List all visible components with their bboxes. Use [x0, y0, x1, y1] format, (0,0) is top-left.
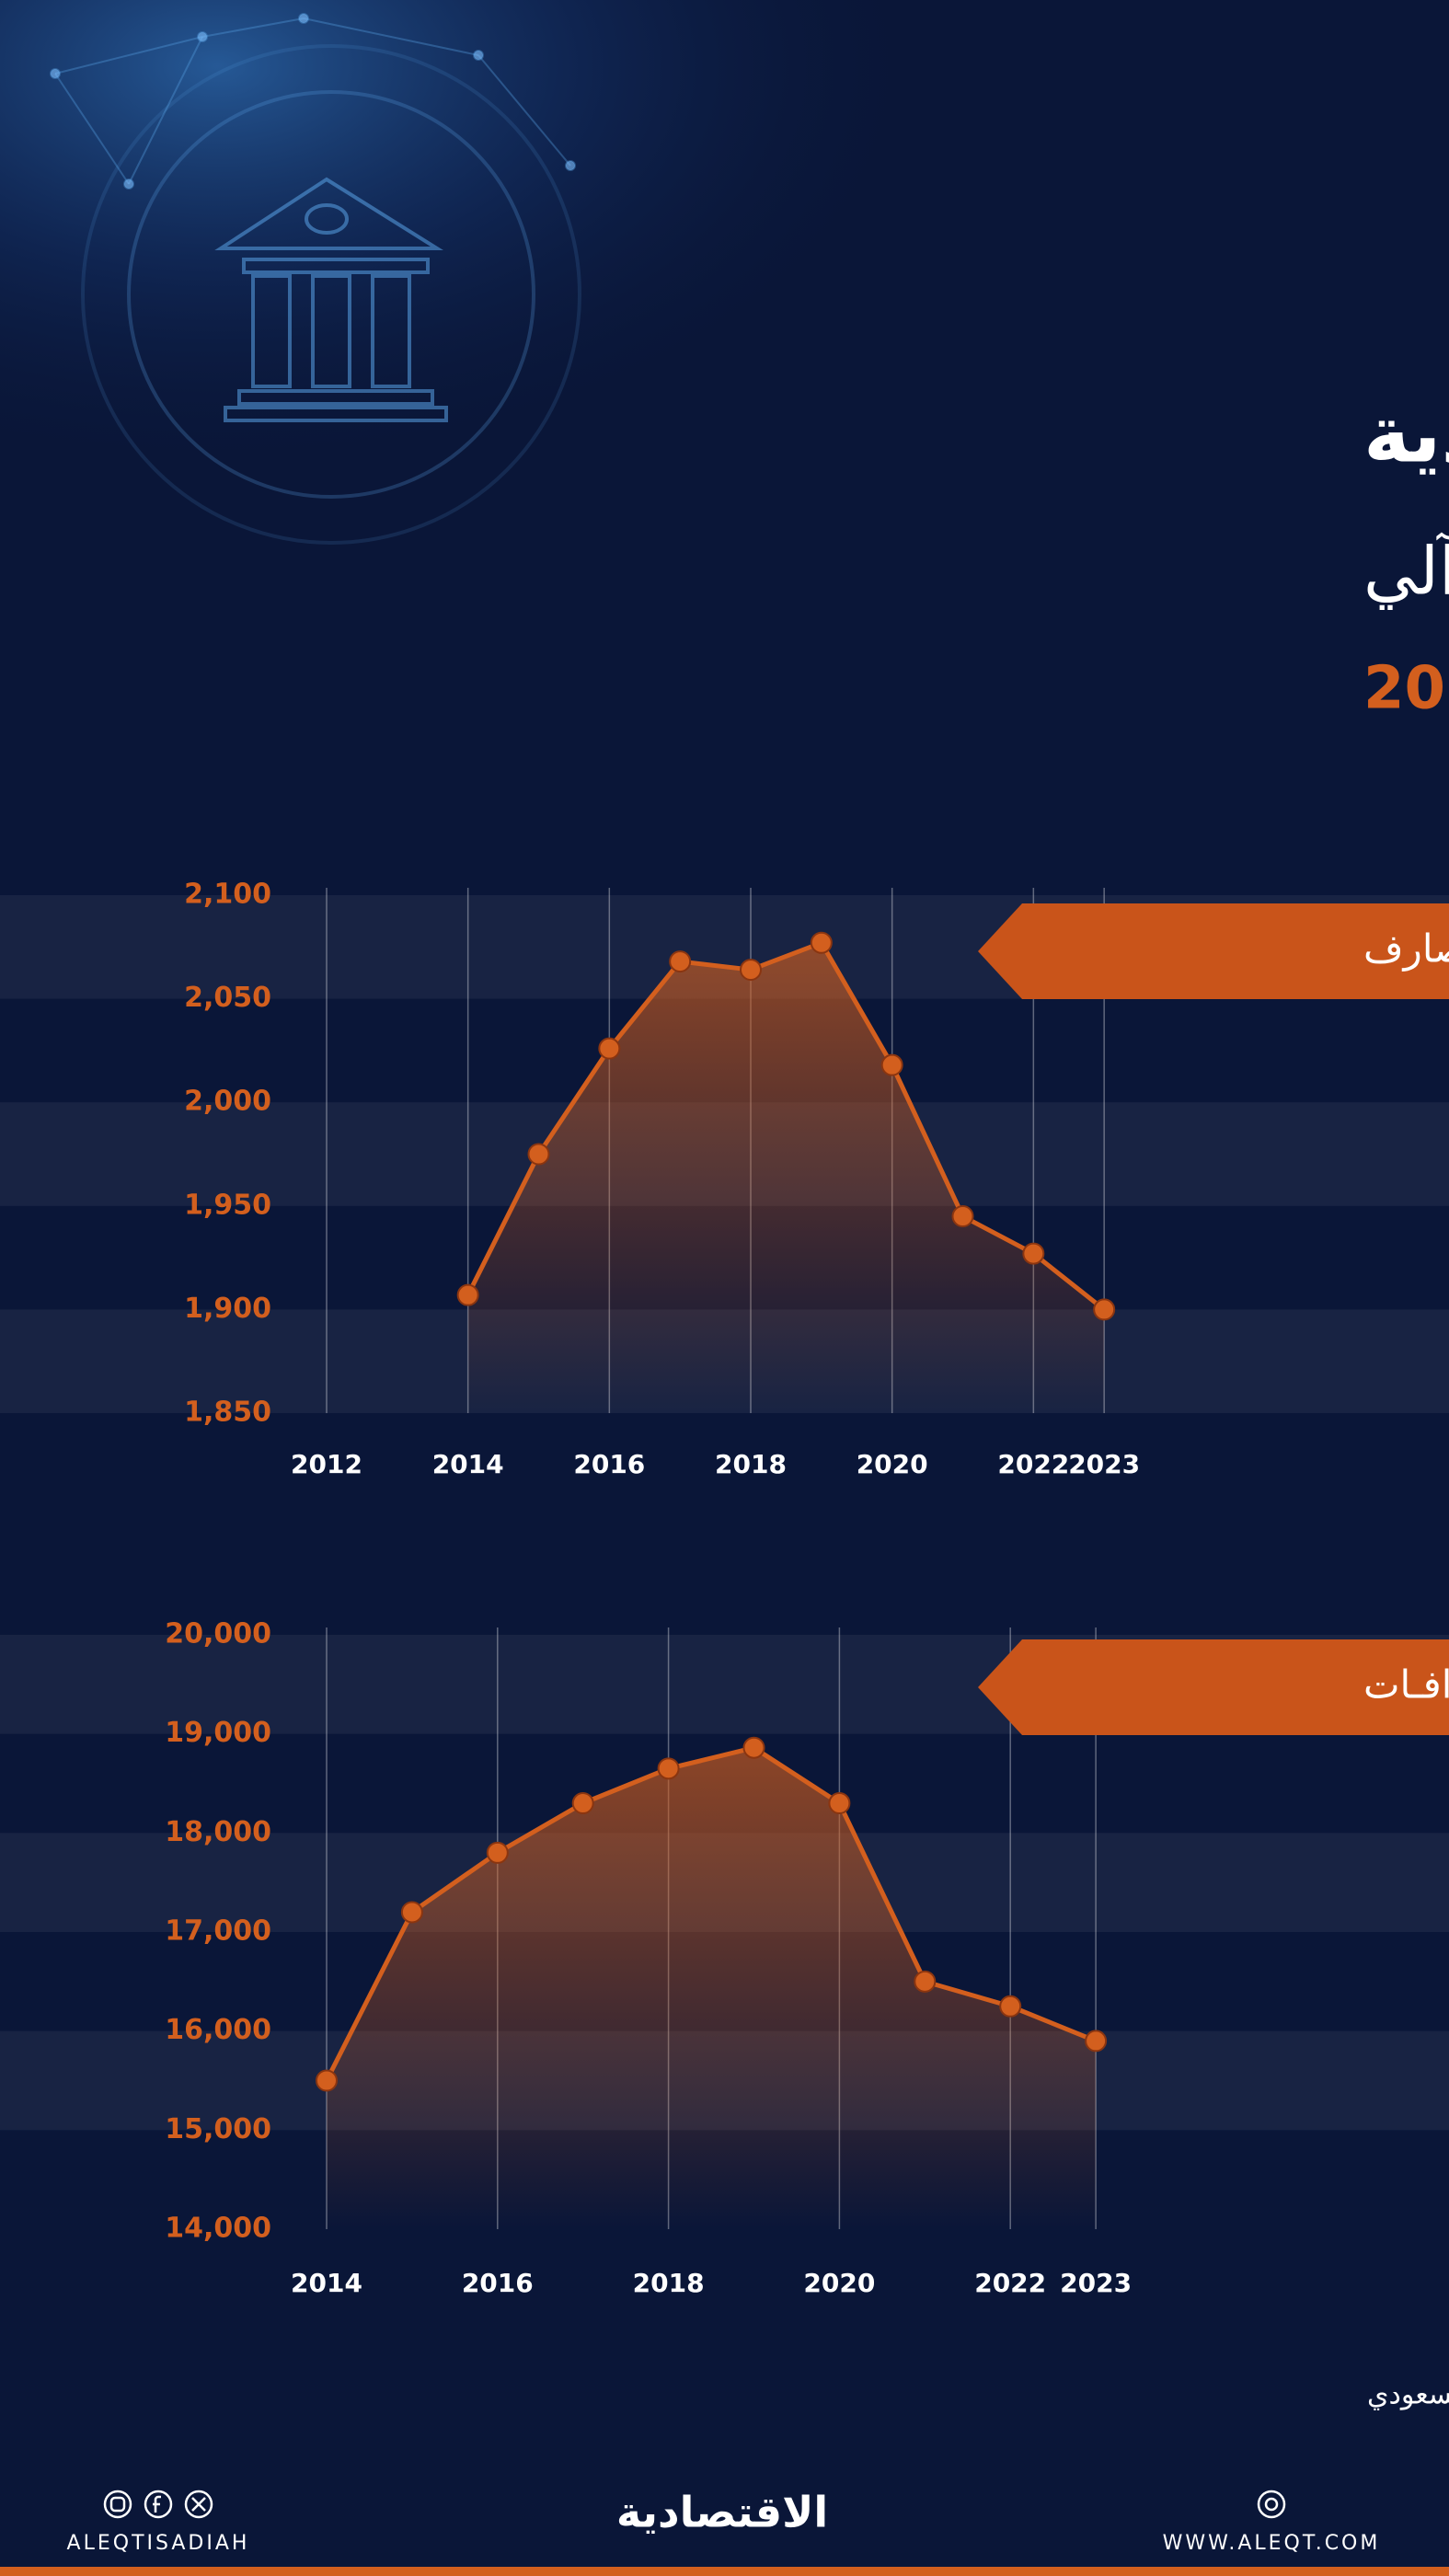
network [50, 13, 576, 190]
footer-handle: ALEQTISADIAH [67, 2532, 250, 2555]
y-tick-label: 2,000 [184, 1086, 271, 1118]
x-tick-label: 2016 [462, 2268, 534, 2298]
point [400, 1901, 423, 1924]
x-tick-label: 2023 [1068, 1449, 1140, 1479]
y-tick-label: 18,000 [165, 1816, 271, 1848]
bottom-stripe [0, 2567, 1449, 2576]
charts: 1,850 1,900 1,950 2,000 2,050 2,100 2012 2014 20… [0, 879, 1449, 2298]
x-tick-label: 2014 [291, 2268, 362, 2298]
y-tick-label: 16,000 [165, 2014, 271, 2046]
y-tick-label: 1,900 [184, 1293, 271, 1325]
x-tick-label: 2020 [857, 1449, 928, 1479]
point [1022, 1242, 1045, 1265]
x-tick-label: 2022 [974, 2268, 1046, 2298]
y-tick-label: 2,050 [184, 982, 271, 1014]
footer-website: WWW.ALEQT.COM [1163, 2532, 1381, 2555]
x-tick-label: 2023 [1060, 2268, 1132, 2298]
x-tick-label: 2022 [997, 1449, 1069, 1479]
point [740, 959, 762, 982]
line [324, 1745, 1098, 2082]
point [527, 1143, 550, 1166]
chart-title: عـدد الصرافـات [1363, 1662, 1449, 1708]
x-tick-label: 2016 [573, 1449, 645, 1479]
line [466, 940, 1106, 1312]
area [327, 1747, 1097, 2229]
point [316, 2069, 338, 2092]
point [951, 1205, 974, 1228]
social-icons [103, 2490, 1286, 2519]
title: المصارف في السعودية [1363, 388, 1449, 480]
point [1093, 1298, 1116, 1321]
y-tick-label: 20,000 [165, 1618, 271, 1650]
y-tick-label: 1,850 [184, 1397, 271, 1429]
point [914, 1970, 937, 1993]
point [880, 1053, 903, 1076]
point [742, 1736, 765, 1759]
point [657, 1757, 680, 1780]
y-tick-label: 17,000 [165, 1915, 271, 1948]
bank-icon [81, 44, 581, 545]
point [571, 1792, 594, 1815]
x-tick-label: 2020 [803, 2268, 875, 2298]
point [999, 1995, 1022, 2018]
y-tick-label: 15,000 [165, 2113, 271, 2145]
x-tick-label: 2014 [432, 1449, 504, 1479]
source: المصدر: البنك المركزي السعودي [1367, 2379, 1449, 2411]
x-tick-label: 2018 [633, 2268, 705, 2298]
subtitle: تغلق 175 فرعا و 3000 صراف آلي [1363, 532, 1449, 611]
since: منذ 2019 [1363, 655, 1449, 723]
point [810, 931, 833, 954]
chart-tab [978, 1639, 1449, 1735]
y-tick-label: 19,000 [165, 1717, 271, 1749]
chart-title: فـروع المـصارف [1363, 926, 1449, 972]
x-tick-label: 2012 [291, 1449, 362, 1479]
point [456, 1283, 479, 1306]
y-tick-label: 2,100 [184, 879, 271, 911]
background-glow [0, 0, 1449, 828]
point [669, 950, 692, 973]
x-tick-label: 2018 [715, 1449, 787, 1479]
chart-tab [978, 903, 1449, 999]
point [828, 1792, 851, 1815]
point [598, 1037, 621, 1060]
y-tick-label: 1,950 [184, 1189, 271, 1221]
point [1085, 2030, 1108, 2053]
area [467, 942, 1105, 1413]
y-tick-label: 14,000 [165, 2213, 271, 2245]
point [486, 1841, 509, 1864]
footer-logo: الاقتصادية [616, 2488, 828, 2537]
